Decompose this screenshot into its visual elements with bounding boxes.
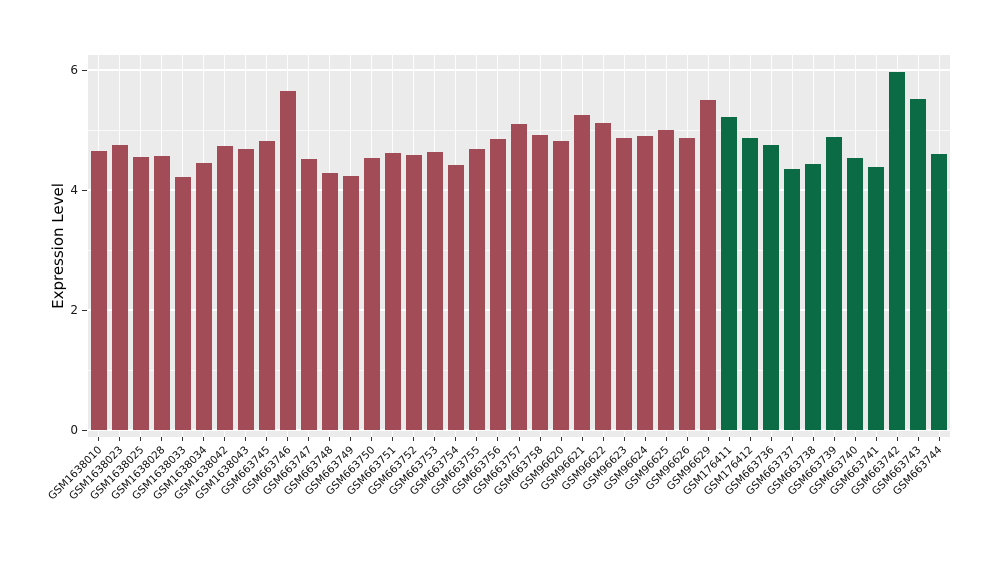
y-tick-mark [82, 70, 87, 71]
x-tick-mark [434, 437, 436, 441]
x-tick-mark [623, 437, 625, 441]
x-tick-mark [812, 437, 814, 441]
bar [511, 124, 527, 430]
x-tick-mark [728, 437, 730, 441]
y-axis-title: Expression Level [49, 183, 67, 309]
y-tick-label: 4 [70, 183, 78, 197]
x-tick-mark [350, 437, 352, 441]
bar [426, 151, 443, 430]
x-tick-mark [791, 437, 793, 441]
bar [742, 138, 759, 430]
y-tick-label: 6 [70, 63, 78, 77]
bar [868, 167, 885, 430]
bar [342, 176, 359, 430]
bar [889, 72, 906, 430]
x-tick-mark [875, 437, 877, 441]
bar [595, 122, 612, 430]
bar [174, 176, 191, 430]
bar [910, 98, 927, 430]
y-tick-mark [82, 310, 87, 311]
bar [763, 145, 780, 430]
x-tick-mark [476, 437, 478, 441]
bar [153, 155, 170, 430]
x-tick-mark [392, 437, 394, 441]
y-tick-mark [82, 430, 87, 431]
x-tick-mark [329, 437, 331, 441]
x-tick-mark [413, 437, 415, 441]
x-tick-mark [833, 437, 835, 441]
x-tick-mark [266, 437, 268, 441]
x-tick-mark [938, 437, 940, 441]
bar [258, 140, 275, 430]
x-tick-mark [161, 437, 163, 441]
bar [132, 157, 149, 430]
x-tick-mark [602, 437, 604, 441]
bar [384, 152, 401, 430]
x-tick-mark [665, 437, 667, 441]
x-tick-mark [245, 437, 247, 441]
bar [574, 115, 591, 430]
plot-area [88, 55, 950, 437]
bar [616, 138, 633, 430]
x-tick-mark [518, 437, 520, 441]
x-tick-mark [644, 437, 646, 441]
bar [300, 158, 317, 430]
y-tick-mark [82, 190, 87, 191]
x-tick-mark [539, 437, 541, 441]
bar [532, 134, 549, 430]
bar [637, 136, 654, 430]
x-tick-mark [896, 437, 898, 441]
x-tick-mark [287, 437, 289, 441]
y-tick-label: 2 [70, 303, 78, 317]
bar [90, 151, 107, 430]
bar [489, 139, 506, 430]
x-tick-mark [98, 437, 99, 441]
bar [847, 157, 864, 430]
x-tick-mark [581, 437, 583, 441]
bar [784, 169, 801, 430]
x-tick-mark [203, 437, 205, 441]
x-tick-mark [371, 437, 373, 441]
x-tick-mark [119, 437, 121, 441]
x-tick-mark [224, 437, 226, 441]
x-tick-mark [308, 437, 310, 441]
x-tick-mark [854, 437, 856, 441]
x-tick-mark [707, 437, 709, 441]
x-tick-mark [917, 437, 919, 441]
bar [111, 145, 128, 430]
bar [195, 163, 212, 430]
bar [468, 149, 485, 430]
x-tick-mark [749, 437, 751, 441]
x-tick-mark [560, 437, 562, 441]
bar [237, 149, 254, 430]
x-tick-mark [686, 437, 688, 441]
bar [658, 130, 675, 430]
bar [931, 154, 948, 430]
bar [321, 173, 338, 430]
bar [216, 145, 233, 430]
bar [279, 91, 296, 430]
bar [553, 140, 570, 430]
x-tick-mark [182, 437, 184, 441]
bar [805, 163, 822, 430]
bar [721, 117, 738, 430]
y-tick-label: 0 [70, 423, 78, 437]
bar [447, 164, 464, 430]
x-tick-mark [455, 437, 457, 441]
x-tick-mark [497, 437, 499, 441]
x-tick-mark [770, 437, 772, 441]
bar [405, 155, 422, 430]
bar [826, 137, 843, 430]
bar [363, 158, 380, 430]
x-tick-mark [140, 437, 142, 441]
bar [679, 138, 696, 430]
bar [700, 100, 717, 430]
